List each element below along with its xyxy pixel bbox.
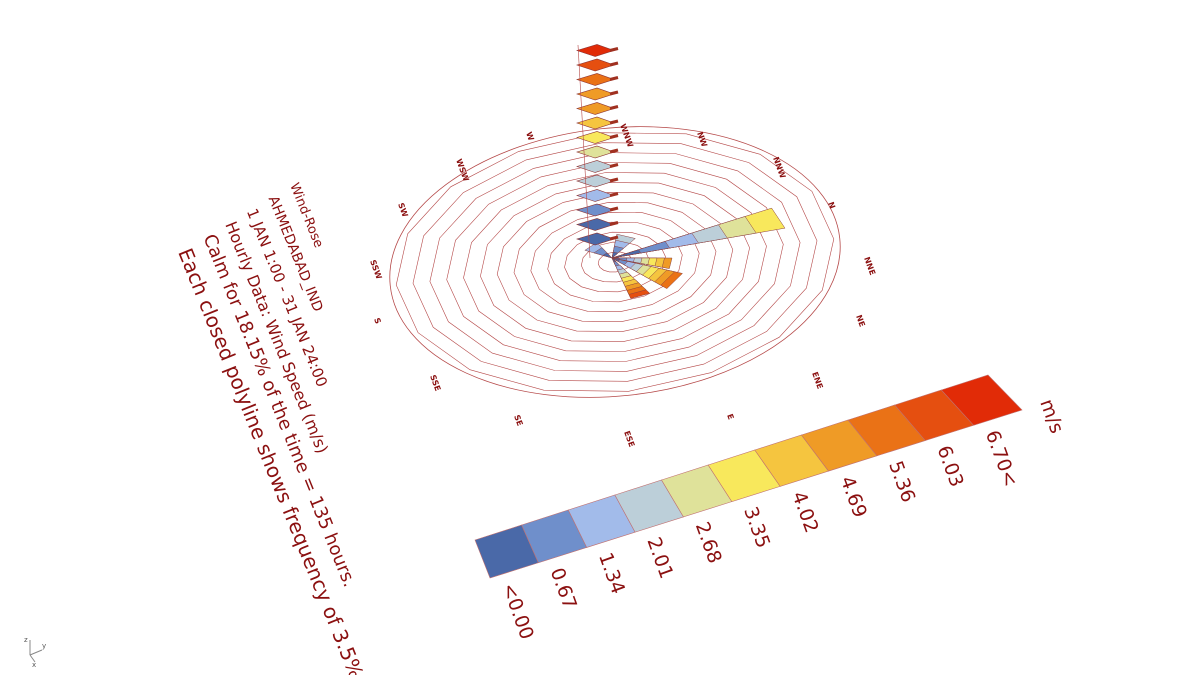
arrow-stem [609, 177, 619, 183]
arrow [576, 58, 615, 72]
arrow-stem [609, 90, 619, 96]
arrow-stem [609, 134, 619, 139]
arrow [576, 145, 615, 159]
ring [513, 201, 717, 323]
arrow [576, 131, 615, 144]
direction-label: S [372, 317, 383, 326]
arrow-stem [609, 119, 619, 125]
arrow-stem [609, 221, 619, 226]
ring [412, 142, 818, 382]
arrow [576, 102, 615, 115]
axis-line [29, 649, 43, 656]
direction-label: SE [512, 414, 524, 428]
direction-label: W [524, 131, 536, 143]
ring [547, 221, 683, 303]
ring [429, 152, 801, 372]
arrow-stem [609, 61, 619, 67]
axis-line [29, 654, 36, 663]
arrow-stem [609, 76, 619, 81]
ring [395, 132, 835, 392]
rings [389, 126, 841, 398]
arrow-stem [609, 206, 619, 212]
petal [611, 251, 619, 259]
arrow-stem [609, 192, 619, 197]
legend-cell [940, 374, 1023, 426]
ring [530, 211, 700, 313]
arrow [576, 87, 615, 101]
petal [611, 257, 620, 260]
arrow [576, 116, 615, 130]
axis [577, 44, 591, 259]
ring [480, 182, 750, 342]
arrow [576, 189, 615, 202]
arrow [576, 218, 615, 231]
axis-label: z [24, 636, 28, 644]
arrow [576, 232, 615, 246]
arrow [576, 44, 615, 57]
rose [576, 44, 786, 299]
arrow [576, 160, 615, 173]
arrow-stem [609, 235, 619, 241]
direction-label: NE [854, 314, 867, 329]
ring [496, 192, 734, 332]
petal [611, 257, 617, 263]
arrow-stem [609, 105, 619, 110]
axis-icon: z y x [24, 636, 46, 669]
ring [446, 162, 784, 362]
arrow [576, 203, 615, 217]
petal [602, 252, 613, 259]
arrow-stem [609, 148, 619, 154]
arrow [576, 73, 615, 86]
axis-label: y [42, 642, 46, 650]
petal [611, 249, 642, 259]
ring [389, 126, 841, 398]
axis-label: x [32, 661, 36, 669]
ring [463, 172, 767, 352]
arrow [576, 174, 615, 188]
direction-label: N [826, 201, 837, 210]
ring [564, 231, 666, 293]
arrow-stem [609, 163, 619, 168]
direction-label: E [725, 413, 735, 421]
arrow-stem [609, 47, 619, 52]
